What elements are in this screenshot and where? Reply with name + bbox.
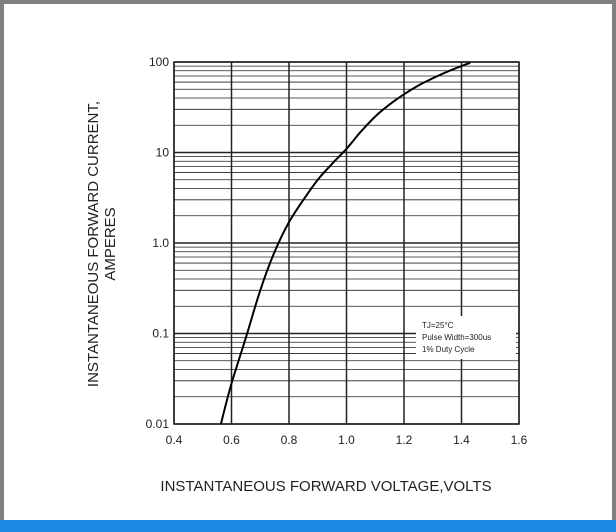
x-tick-label: 0.6	[223, 433, 240, 447]
y-tick-label: 10	[156, 146, 170, 160]
legend-pulse-width: Pulse Width=300us	[422, 333, 491, 342]
tick-layer: 0.4 0.6 0.8 1.0 1.2 1.4 1.6 0.01 0.1 1.0 10 100	[146, 55, 528, 447]
plot-border	[173, 61, 520, 425]
x-tick-label: 1.4	[453, 433, 470, 447]
legend-duty-cycle: 1% Duty Cycle	[422, 345, 475, 354]
grid-layer	[173, 61, 520, 425]
legend-temperature: TJ=25°C	[422, 321, 454, 330]
y-tick-label: 100	[149, 55, 169, 69]
y-tick-label: 0.01	[146, 417, 170, 431]
chart-panel: 0.4 0.6 0.8 1.0 1.2 1.4 1.6 0.01 0.1 1.0 10 100 TJ=…	[4, 4, 612, 520]
x-tick-label: 1.6	[511, 433, 528, 447]
x-tick-label: 0.4	[166, 433, 183, 447]
x-axis-label: INSTANTANEOUS FORWARD VOLTAGE,VOLTS	[160, 478, 491, 495]
legend-background	[416, 316, 516, 359]
x-tick-label: 1.0	[338, 433, 355, 447]
y-tick-label: 0.1	[152, 327, 169, 341]
x-tick-label: 0.8	[281, 433, 298, 447]
forward-current-curve	[219, 61, 471, 425]
y-tick-label: 1.0	[152, 236, 169, 250]
bottom-accent-bar	[0, 520, 616, 532]
legend-box: TJ=25°C Pulse Width=300us 1% Duty Cycle	[416, 316, 516, 359]
y-axis-label-line1: INSTANTANEOUS FORWARD CURRENT,	[85, 101, 102, 387]
forward-current-chart: 0.4 0.6 0.8 1.0 1.2 1.4 1.6 0.01 0.1 1.0 10 100 TJ=…	[85, 55, 528, 495]
x-tick-label: 1.2	[396, 433, 413, 447]
y-axis-label-line2: AMPERES	[102, 207, 119, 280]
